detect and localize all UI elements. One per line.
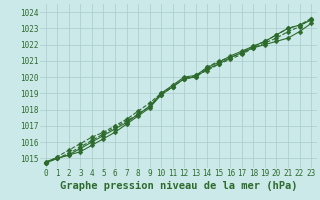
X-axis label: Graphe pression niveau de la mer (hPa): Graphe pression niveau de la mer (hPa) [60,181,297,191]
